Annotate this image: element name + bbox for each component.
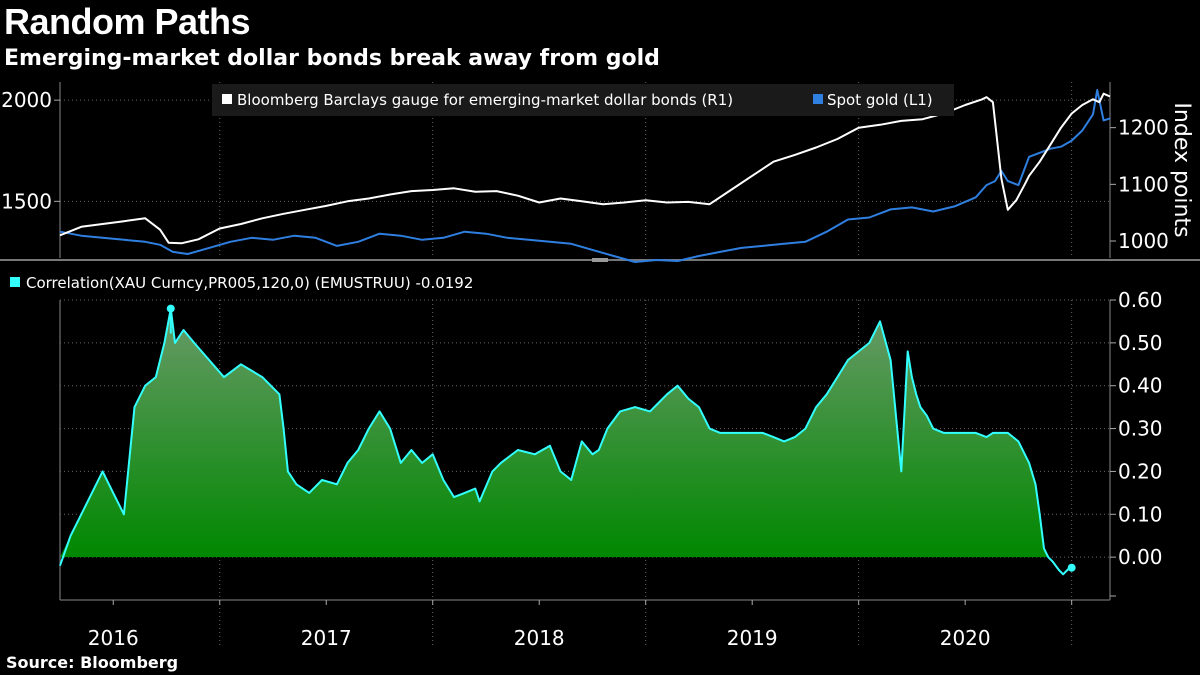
top-legend-bg <box>212 84 954 116</box>
right-tick-label: 1100 <box>1118 172 1169 196</box>
x-tick-label: 2020 <box>940 626 991 650</box>
legend-swatch-gold <box>813 94 823 104</box>
x-tick-label: 2018 <box>514 626 565 650</box>
legend-label-correlation: Correlation(XAU Curncy,PR005,120,0) (EMU… <box>26 274 473 292</box>
legend-label-gold: Spot gold (L1) <box>827 91 933 109</box>
bottom-tick-label: 0.40 <box>1118 374 1163 398</box>
left-tick-label: 2000 <box>1 88 52 112</box>
chart-subtitle: Emerging-market dollar bonds break away … <box>4 46 660 71</box>
x-tick-label: 2019 <box>727 626 778 650</box>
chart-title: Random Paths <box>4 1 251 42</box>
last-value-marker <box>1067 563 1076 572</box>
top-right-ticks: 1200 1100 1000 <box>1110 116 1169 253</box>
bottom-tick-label: 0.50 <box>1118 331 1163 355</box>
source-note: Source: Bloomberg <box>6 653 179 672</box>
legend-swatch-bonds <box>222 94 232 104</box>
max-marker <box>166 304 175 313</box>
top-series <box>59 89 1111 263</box>
bottom-tick-label: 0.20 <box>1118 459 1163 483</box>
correlation-fill <box>60 308 1072 558</box>
top-panel: 2000 1500 1200 1100 1000 Bloomberg Barclays… <box>0 82 1200 263</box>
correlation-area <box>59 304 1076 576</box>
correlation-line <box>59 307 1073 576</box>
x-axis-ticks: 2016 2017 2018 2019 2020 <box>88 600 1073 650</box>
bonds-line <box>59 92 1111 245</box>
gold-line <box>59 89 1111 263</box>
bottom-tick-label: 0.30 <box>1118 417 1163 441</box>
bottom-panel: Correlation(XAU Curncy,PR005,120,0) (EMU… <box>10 274 1163 650</box>
bottom-tick-label: 0.60 <box>1118 288 1163 312</box>
x-tick-label: 2016 <box>88 626 139 650</box>
legend-swatch-correlation <box>10 277 20 287</box>
left-tick-label: 1500 <box>1 189 52 213</box>
legend-label-bonds: Bloomberg Barclays gauge for emerging-ma… <box>237 91 733 109</box>
bottom-y-ticks: 0.60 0.50 0.40 0.30 0.20 0.10 0.00 <box>1110 288 1163 597</box>
bottom-tick-label: 0.00 <box>1118 545 1163 569</box>
x-tick-label: 2017 <box>301 626 352 650</box>
bottom-tick-label: 0.10 <box>1118 502 1163 526</box>
right-axis-label: Index points <box>1169 102 1194 237</box>
top-left-ticks: 2000 1500 <box>1 88 60 213</box>
right-tick-label: 1200 <box>1118 116 1169 140</box>
right-tick-label: 1000 <box>1118 229 1169 253</box>
panel-divider-handle[interactable] <box>592 258 608 262</box>
